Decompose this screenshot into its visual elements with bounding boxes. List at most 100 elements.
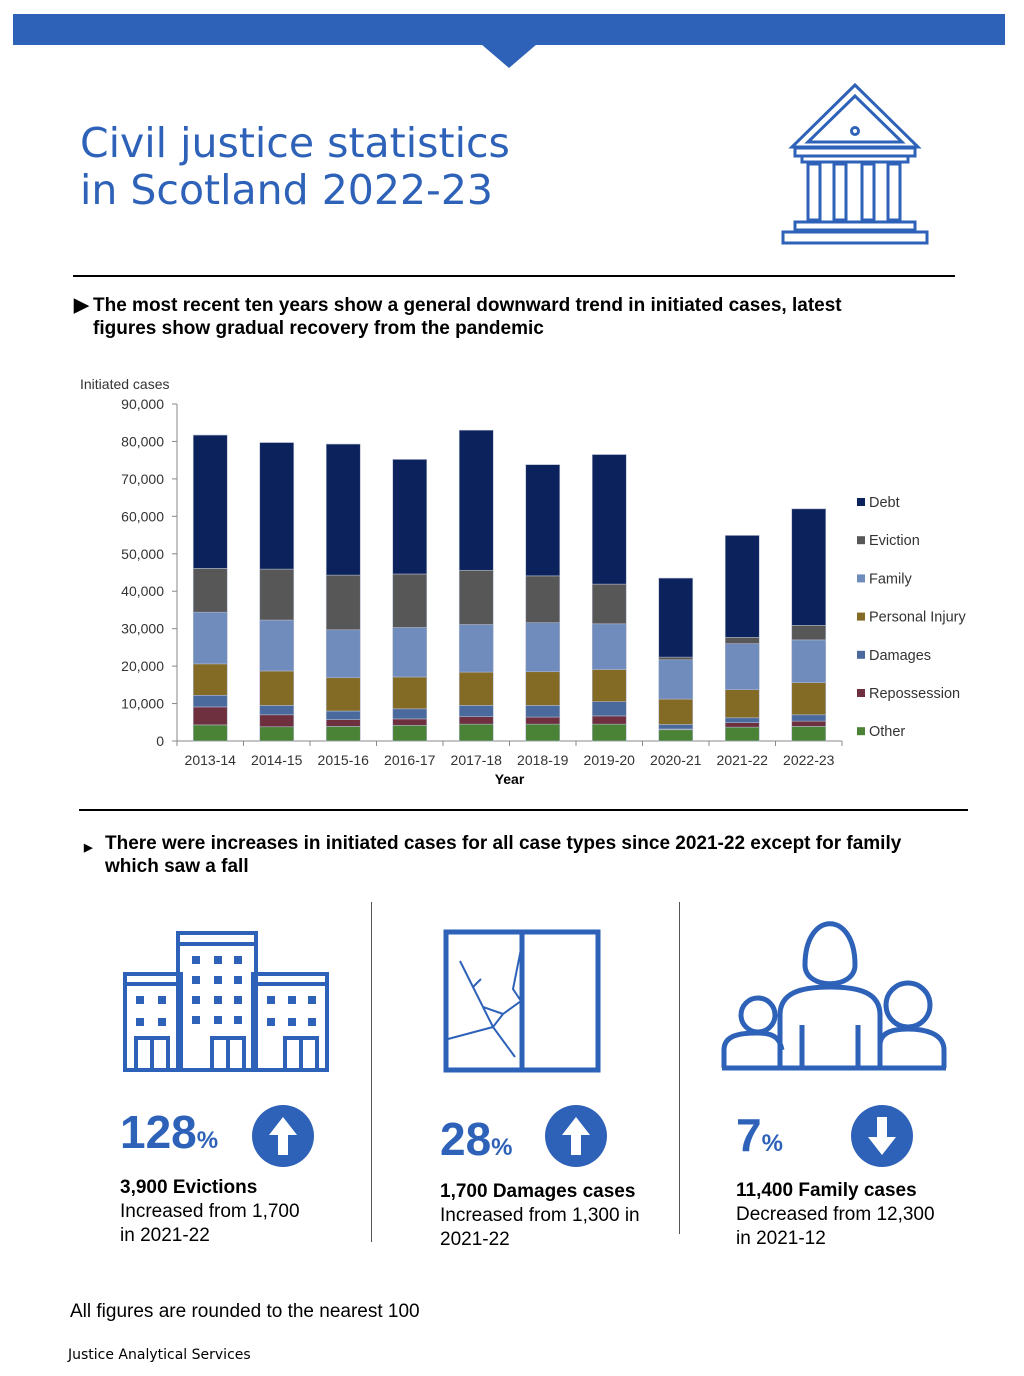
x-tick-label: 2013-14 bbox=[185, 752, 237, 768]
bar-segment-repossession bbox=[392, 718, 428, 726]
header-notch bbox=[481, 44, 537, 68]
bar-segment-personal-injury bbox=[259, 670, 295, 706]
y-tick-label: 40,000 bbox=[121, 583, 164, 599]
bar-segment-other bbox=[791, 726, 827, 742]
legend-swatch bbox=[857, 536, 865, 545]
bar-segment-family bbox=[791, 639, 827, 683]
bar-segment-family bbox=[458, 624, 494, 673]
stat-text: 1,700 Damages cases Increased from 1,300 … bbox=[440, 1181, 640, 1250]
legend-label: Damages bbox=[869, 648, 931, 664]
bar-segment-repossession bbox=[525, 716, 561, 725]
x-tick-label: 2015-16 bbox=[318, 752, 370, 768]
header-bar bbox=[13, 14, 1005, 45]
bar-segment-personal-injury bbox=[392, 676, 428, 710]
legend-swatch bbox=[857, 498, 865, 506]
stat-block-evictions: 128% bbox=[120, 1105, 218, 1159]
y-tick-label: 80,000 bbox=[121, 433, 164, 449]
bar-segment-personal-injury bbox=[192, 663, 228, 696]
bar-segment-damages bbox=[591, 701, 627, 717]
headline-2-text: There were increases in initiated cases … bbox=[105, 833, 902, 877]
bar-segment-other bbox=[259, 726, 295, 742]
y-tick-label: 50,000 bbox=[121, 546, 164, 562]
bar-segment-eviction bbox=[392, 573, 428, 628]
bar-segment-damages bbox=[392, 708, 428, 720]
bar-segment-other bbox=[458, 723, 494, 742]
bar-segment-debt bbox=[791, 508, 827, 626]
bar-segment-other bbox=[325, 726, 361, 742]
bar-segment-damages bbox=[724, 717, 760, 723]
stat-block-damages: 28% bbox=[440, 1112, 513, 1166]
bar-segment-debt bbox=[658, 577, 694, 658]
stat-block-family: 7% bbox=[736, 1108, 783, 1162]
stacked-bar-chart: Initiated cases 0 10,000 20,000 30,000 40,000… bbox=[80, 376, 966, 787]
column-divider bbox=[679, 902, 680, 1234]
x-tick-label: 2022-23 bbox=[783, 752, 835, 768]
bar-segment-debt bbox=[724, 535, 760, 638]
court-building-icon bbox=[781, 82, 929, 245]
title-line-2: in Scotland 2022-23 bbox=[80, 166, 494, 214]
legend-swatch bbox=[857, 727, 865, 736]
bar-segment-debt bbox=[325, 443, 361, 576]
legend-swatch bbox=[857, 574, 865, 583]
y-tick-label: 20,000 bbox=[121, 658, 164, 674]
bar-segment-personal-injury bbox=[525, 671, 561, 706]
bar-segment-damages bbox=[325, 710, 361, 720]
bar-segment-debt bbox=[525, 464, 561, 577]
y-tick-label: 10,000 bbox=[121, 696, 164, 712]
stat-text: 11,400 Family cases Decreased from 12,300… bbox=[736, 1180, 935, 1249]
bar-segment-eviction bbox=[658, 656, 694, 661]
bar-segment-debt bbox=[259, 442, 295, 570]
legend-label: Repossession bbox=[869, 686, 960, 702]
bar-segment-damages bbox=[525, 705, 561, 718]
bar-segment-eviction bbox=[525, 575, 561, 623]
broken-window-icon bbox=[443, 929, 601, 1073]
percent-change: 28% bbox=[440, 1113, 513, 1165]
y-tick-label: 60,000 bbox=[121, 508, 164, 524]
bar-segment-eviction bbox=[458, 569, 494, 625]
bar-segment-repossession bbox=[458, 716, 494, 725]
bar-segment-personal-injury bbox=[791, 682, 827, 716]
footer-org: Justice Analytical Services bbox=[68, 1347, 251, 1363]
bar-segment-family bbox=[591, 623, 627, 670]
bar-segment-repossession bbox=[791, 720, 827, 727]
bar-segment-damages bbox=[192, 695, 228, 708]
bar-segment-repossession bbox=[591, 715, 627, 725]
bar-segment-damages bbox=[259, 705, 295, 716]
legend-label: Eviction bbox=[869, 533, 920, 549]
bar-segment-family bbox=[658, 659, 694, 700]
bar-segment-family bbox=[392, 627, 428, 678]
bar-segment-debt bbox=[591, 454, 627, 585]
legend-label: Personal Injury bbox=[869, 610, 966, 626]
bar-segment-eviction bbox=[325, 574, 361, 631]
divider bbox=[79, 809, 968, 811]
bar-segment-eviction bbox=[192, 568, 228, 613]
x-tick-label: 2016-17 bbox=[384, 752, 436, 768]
bar-segment-other bbox=[591, 723, 627, 742]
bar-segment-personal-injury bbox=[325, 677, 361, 712]
arrow-up-icon bbox=[545, 1105, 607, 1167]
bar-segment-repossession bbox=[325, 719, 361, 727]
y-tick-label: 0 bbox=[156, 733, 164, 749]
percent-change: 7% bbox=[736, 1109, 783, 1161]
y-axis-title: Initiated cases bbox=[80, 376, 170, 392]
family-icon bbox=[721, 921, 947, 1071]
x-tick-label: 2017-18 bbox=[451, 752, 503, 768]
bar-segment-other bbox=[724, 726, 760, 742]
bar-segment-eviction bbox=[724, 636, 760, 644]
bar-segment-damages bbox=[658, 724, 694, 730]
bar-segment-repossession bbox=[259, 714, 295, 728]
bar-segment-family bbox=[724, 643, 760, 691]
arrow-up-icon bbox=[252, 1105, 314, 1167]
headline-1-text: The most recent ten years show a general… bbox=[93, 295, 842, 339]
bar-segment-debt bbox=[192, 434, 228, 569]
legend-label: Family bbox=[869, 571, 912, 587]
legend-swatch bbox=[857, 612, 865, 621]
bar-segment-personal-injury bbox=[458, 671, 494, 706]
bar-segment-debt bbox=[458, 429, 494, 571]
y-tick-label: 90,000 bbox=[121, 396, 164, 412]
legend-label: Other bbox=[869, 724, 905, 740]
bar-segment-family bbox=[525, 622, 561, 673]
bar-segment-debt bbox=[392, 459, 428, 575]
headline-1: ▶ The most recent ten years show a gener… bbox=[74, 294, 904, 340]
x-axis-title: Year bbox=[495, 771, 525, 787]
